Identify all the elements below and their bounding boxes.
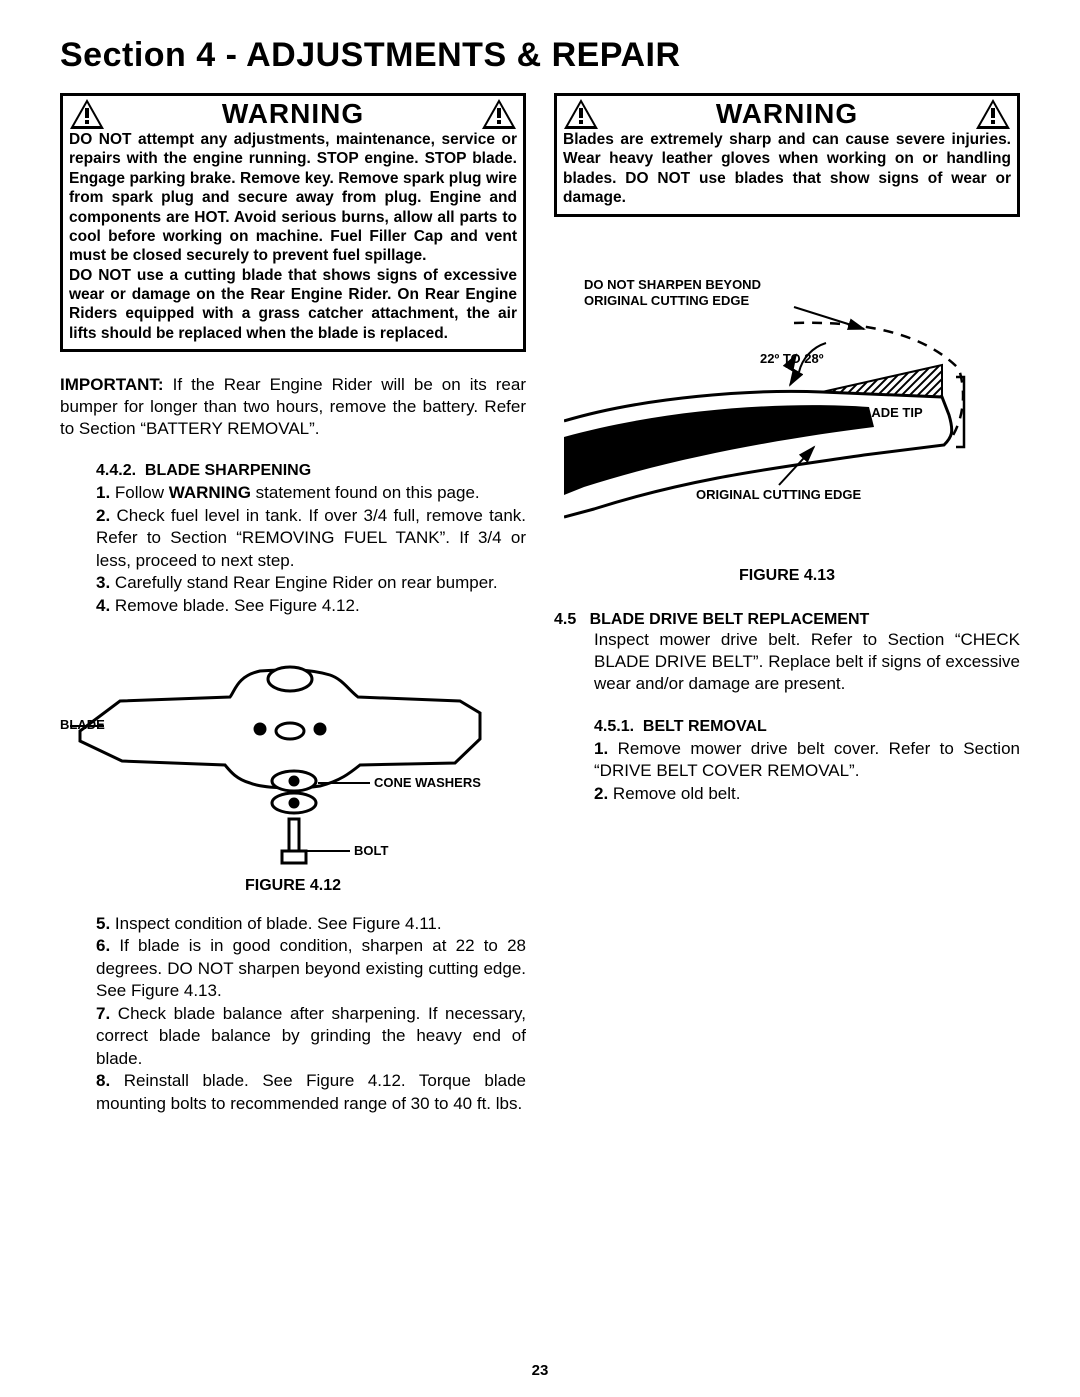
label-angle: 22º TO 28º (760, 351, 823, 366)
warning-body-text: Blades are extremely sharp and can cause… (563, 130, 1011, 208)
label-blade: BLADE (60, 717, 105, 732)
section-title: Section 4 - ADJUSTMENTS & REPAIR (60, 36, 1020, 75)
label-bolt: BOLT (354, 843, 388, 858)
figure-412-svg (60, 631, 490, 871)
step-4: 4. Remove blade. See Figure 4.12. (96, 595, 526, 617)
label-no-sharpen-2: ORIGINAL CUTTING EDGE (584, 293, 749, 308)
important-note: IMPORTANT: If the Rear Engine Rider will… (60, 374, 526, 440)
left-column: WARNING DO NOT attempt any adjustments, … (60, 93, 526, 1115)
alert-triangle-icon (69, 98, 105, 130)
step-6: 6. If blade is in good condition, sharpe… (96, 935, 526, 1002)
step-451-2: 2. Remove old belt. (594, 783, 1020, 805)
section-442-head: 4.4.2. BLADE SHARPENING (96, 462, 526, 480)
alert-triangle-icon (481, 98, 517, 130)
section-45-head: 4.5 BLADE DRIVE BELT REPLACEMENT (554, 611, 1020, 629)
section-442-steps-b: 5. Inspect condition of blade. See Figur… (60, 913, 526, 1115)
alert-triangle-icon (975, 98, 1011, 130)
warning-heading-text: WARNING (599, 98, 975, 130)
label-blade-tip: BLADE TIP (854, 405, 923, 420)
warning-header: WARNING (69, 98, 517, 130)
figure-412-caption: FIGURE 4.12 (60, 877, 526, 895)
step-3: 3. Carefully stand Rear Engine Rider on … (96, 572, 526, 594)
label-no-sharpen-1: DO NOT SHARPEN BEYOND (584, 277, 761, 292)
section-442: 4.4.2. BLADE SHARPENING 1. Follow WARNIN… (60, 462, 526, 617)
two-column-layout: WARNING DO NOT attempt any adjustments, … (60, 93, 1020, 1115)
manual-page: Section 4 - ADJUSTMENTS & REPAIR WARNING (0, 0, 1080, 1397)
step-5: 5. Inspect condition of blade. See Figur… (96, 913, 526, 935)
section-45-body: Inspect mower drive belt. Refer to Secti… (554, 629, 1020, 696)
figure-413-caption: FIGURE 4.13 (554, 567, 1020, 585)
warning-body-text: DO NOT attempt any adjustments, maintena… (69, 130, 517, 343)
step-1: 1. Follow WARNING statement found on thi… (96, 482, 526, 504)
section-451-head: 4.5.1. BELT REMOVAL (554, 718, 1020, 736)
warning-header: WARNING (563, 98, 1011, 130)
warning-box-1: WARNING DO NOT attempt any adjustments, … (60, 93, 526, 352)
right-column: WARNING Blades are extremely sharp and c… (554, 93, 1020, 1115)
figure-413: DO NOT SHARPEN BEYOND ORIGINAL CUTTING E… (564, 277, 1020, 567)
step-2: 2. Check fuel level in tank. If over 3/4… (96, 505, 526, 572)
step-7: 7. Check blade balance after sharpening.… (96, 1003, 526, 1070)
section-451-steps: 1. Remove mower drive belt cover. Refer … (554, 738, 1020, 805)
label-orig-edge: ORIGINAL CUTTING EDGE (696, 487, 861, 502)
step-451-1: 1. Remove mower drive belt cover. Refer … (594, 738, 1020, 783)
label-cone-washers: CONE WASHERS (374, 775, 481, 790)
step-8: 8. Reinstall blade. See Figure 4.12. Tor… (96, 1070, 526, 1115)
warning-box-2: WARNING Blades are extremely sharp and c… (554, 93, 1020, 217)
alert-triangle-icon (563, 98, 599, 130)
page-number: 23 (0, 1362, 1080, 1379)
warning-heading-text: WARNING (105, 98, 481, 130)
important-label: IMPORTANT: (60, 375, 164, 394)
figure-412: BLADE CONE WASHERS BOLT (60, 631, 526, 871)
